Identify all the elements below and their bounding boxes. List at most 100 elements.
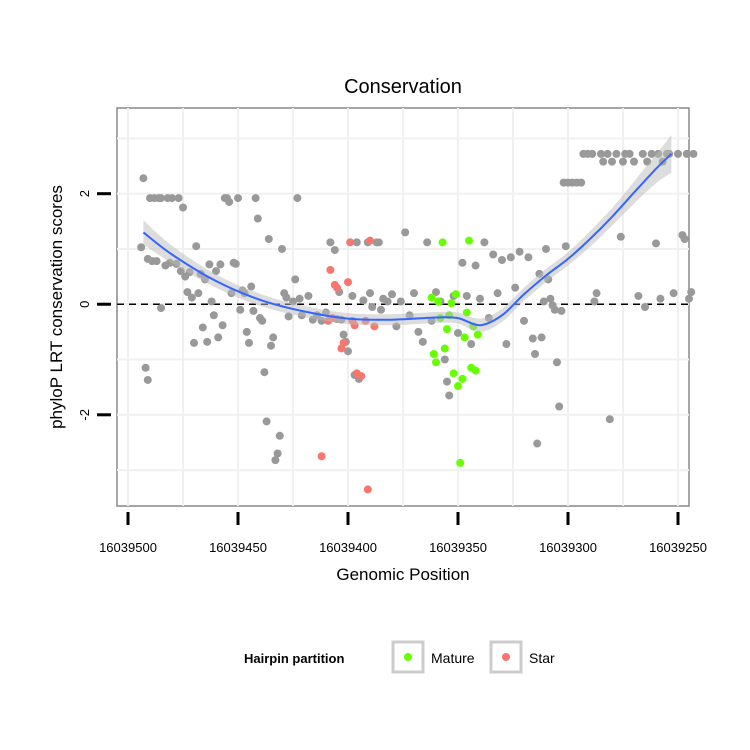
data-point-other bbox=[273, 449, 282, 458]
data-point-mature bbox=[438, 238, 447, 247]
data-point-other bbox=[493, 289, 502, 298]
data-point-other bbox=[174, 194, 183, 203]
data-point-other bbox=[539, 297, 548, 306]
data-point-other bbox=[603, 149, 612, 158]
data-point-other bbox=[506, 253, 515, 262]
data-point-other bbox=[443, 377, 451, 386]
data-point-other bbox=[249, 306, 258, 315]
data-point-other bbox=[383, 297, 392, 306]
data-point-other bbox=[619, 157, 627, 166]
data-point-star bbox=[317, 452, 326, 461]
data-point-other bbox=[647, 149, 656, 158]
data-point-other bbox=[608, 157, 616, 166]
data-point-mature bbox=[443, 325, 451, 334]
data-point-other bbox=[682, 149, 691, 158]
data-point-other bbox=[194, 289, 203, 298]
data-point-other bbox=[641, 303, 649, 311]
data-point-other bbox=[652, 239, 660, 248]
data-point-other bbox=[192, 242, 201, 251]
data-point-other bbox=[137, 243, 146, 252]
y-axis: 2 0 -2 bbox=[77, 190, 111, 421]
data-point-other bbox=[388, 290, 396, 299]
data-point-other bbox=[231, 259, 240, 268]
data-point-other bbox=[467, 340, 476, 349]
data-point-other bbox=[291, 275, 300, 284]
data-point-mature bbox=[427, 293, 436, 302]
data-point-other bbox=[674, 149, 682, 158]
data-point-other bbox=[282, 293, 291, 302]
data-point-star bbox=[357, 372, 366, 381]
legend-label: Mature bbox=[431, 650, 475, 666]
x-tick-label: 16039450 bbox=[209, 540, 267, 555]
data-point-other bbox=[592, 289, 601, 298]
data-point-other bbox=[625, 149, 634, 158]
data-point-other bbox=[330, 246, 339, 255]
data-point-other bbox=[157, 194, 165, 203]
data-point-other bbox=[293, 194, 302, 203]
data-point-other bbox=[152, 257, 161, 266]
data-point-other bbox=[590, 297, 599, 306]
data-point-mature bbox=[447, 299, 456, 308]
legend-marker bbox=[502, 653, 510, 661]
x-axis: 16039500 16039450 16039400 16039350 16039300… bbox=[99, 512, 707, 555]
data-point-other bbox=[546, 294, 555, 303]
data-point-other bbox=[599, 157, 608, 166]
data-point-other bbox=[410, 289, 418, 298]
data-point-other bbox=[183, 288, 192, 297]
data-point-other bbox=[295, 294, 304, 303]
data-point-other bbox=[553, 358, 561, 367]
data-point-other bbox=[203, 337, 212, 346]
data-point-mature bbox=[454, 382, 462, 391]
data-point-star bbox=[344, 278, 352, 287]
data-point-other bbox=[359, 296, 368, 305]
data-point-star bbox=[326, 265, 335, 274]
data-point-mature bbox=[429, 349, 438, 358]
data-point-other bbox=[524, 253, 533, 262]
data-point-mature bbox=[460, 333, 469, 342]
data-point-other bbox=[326, 238, 335, 247]
data-point-other bbox=[520, 316, 528, 325]
data-point-other bbox=[275, 431, 284, 440]
data-point-mature bbox=[432, 358, 440, 367]
x-tick-label: 16039400 bbox=[319, 540, 377, 555]
data-point-other bbox=[476, 294, 484, 303]
data-point-mature bbox=[471, 366, 480, 375]
data-point-other bbox=[216, 260, 225, 269]
data-point-other bbox=[454, 328, 462, 337]
legend-item-star: Star bbox=[489, 640, 555, 674]
data-point-other bbox=[689, 149, 698, 158]
data-point-other bbox=[687, 288, 696, 297]
data-point-other bbox=[555, 402, 564, 411]
data-point-other bbox=[377, 305, 385, 314]
data-point-other bbox=[401, 228, 410, 237]
data-point-other bbox=[537, 333, 546, 342]
data-point-star bbox=[363, 485, 372, 494]
data-point-other bbox=[304, 291, 313, 300]
data-point-other bbox=[685, 294, 693, 303]
data-point-mature bbox=[473, 330, 482, 339]
data-point-other bbox=[577, 178, 586, 187]
data-point-other bbox=[251, 194, 260, 203]
data-point-other bbox=[471, 261, 480, 270]
data-point-other bbox=[597, 149, 605, 158]
data-point-other bbox=[168, 194, 176, 203]
data-point-other bbox=[187, 293, 196, 302]
data-point-mature bbox=[434, 297, 443, 306]
data-point-mature bbox=[456, 458, 465, 467]
data-point-other bbox=[258, 316, 267, 325]
data-point-other bbox=[253, 214, 262, 223]
data-point-other bbox=[212, 267, 220, 276]
data-point-other bbox=[588, 149, 597, 158]
data-point-other bbox=[278, 244, 286, 253]
data-point-other bbox=[368, 303, 377, 311]
data-point-other bbox=[143, 375, 152, 384]
data-point-other bbox=[445, 391, 454, 400]
legend: Hairpin partition Mature Star bbox=[244, 640, 555, 674]
data-point-other bbox=[561, 242, 570, 251]
data-point-other bbox=[205, 260, 214, 269]
data-point-other bbox=[262, 417, 271, 426]
data-point-other bbox=[157, 304, 165, 313]
data-point-other bbox=[458, 258, 467, 267]
data-point-other bbox=[423, 238, 432, 247]
